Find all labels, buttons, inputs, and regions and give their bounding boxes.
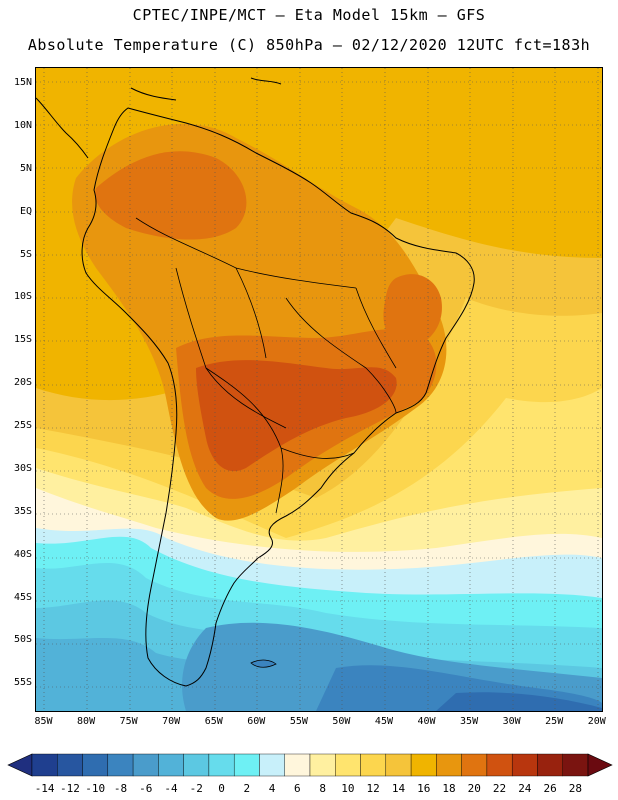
lat-label: 55S (13, 677, 32, 689)
lat-label: 40S (13, 548, 32, 560)
colorbar-swatch (57, 753, 83, 777)
colorbar-tick-label: -14 (34, 782, 55, 795)
colorbar-tick-label: 8 (319, 782, 326, 795)
colorbar-swatch (360, 753, 387, 777)
colorbar-tick-label: 14 (391, 782, 406, 795)
colorbar-swatch (436, 753, 462, 777)
colorbar-swatch (233, 753, 260, 777)
colorbar-tick-label: -4 (164, 782, 178, 795)
colorbar-swatch (107, 753, 134, 777)
field-22C-northeast (383, 274, 442, 349)
lon-label: 50W (332, 716, 351, 727)
colorbar-tick-label: 16 (417, 782, 431, 795)
colorbar-tick-label: 26 (543, 782, 557, 795)
colorbar-end-right (587, 753, 613, 777)
colorbar-tick-label: 6 (294, 782, 301, 795)
colorbar-swatch (158, 753, 184, 777)
colorbar-tick-label: 22 (492, 782, 507, 795)
lon-label: 30W (502, 716, 521, 727)
lon-label: 75W (119, 716, 138, 727)
map-title-line-2: Absolute Temperature (C) 850hPa – 02/12/… (27, 36, 591, 54)
lat-label: 15N (13, 77, 32, 89)
colorbar-swatch (208, 753, 235, 777)
map-title-line-1: CPTEC/INPE/MCT – Eta Model 15km – GFS (132, 6, 486, 24)
lat-label: 30S (13, 462, 32, 474)
temperature-map (35, 67, 603, 712)
colorbar-swatch (309, 753, 336, 777)
colorbar-swatch (284, 753, 311, 777)
lon-label: 35W (460, 716, 479, 727)
lon-label: 55W (289, 716, 308, 727)
lat-label: 25S (13, 420, 32, 432)
colorbar-swatch (537, 753, 563, 777)
colorbar-swatch (410, 753, 437, 777)
field-22C-north (95, 151, 247, 240)
colorbar-tick-label: 10 (341, 782, 355, 795)
south-america-coastline (81, 107, 475, 687)
colorbar-tick-label: -8 (113, 782, 128, 795)
colorbar-swatch (183, 753, 210, 777)
field-minus10C (436, 692, 602, 711)
colorbar-tick-label: 4 (268, 782, 276, 795)
colorbar-swatch (259, 753, 285, 777)
colorbar-swatch (562, 753, 589, 777)
lon-label: 65W (204, 716, 223, 727)
lon-label: 25W (545, 716, 564, 727)
lon-label: 85W (34, 716, 53, 727)
lat-label: 5S (19, 248, 32, 260)
colorbar-swatch (461, 753, 488, 777)
field-24C (196, 360, 397, 472)
colorbar-tick-label: 0 (218, 782, 225, 795)
colorbar-tick-label: -2 (189, 782, 203, 795)
colorbar-tick-label: 24 (518, 782, 532, 795)
colorbar-swatch (132, 753, 159, 777)
colorbar-tick-label: -10 (85, 782, 106, 795)
colorbar-swatch (511, 753, 538, 777)
colorbar-tick-label: 12 (366, 782, 380, 795)
lat-label: 20S (13, 377, 32, 389)
lon-label: 60W (247, 716, 266, 727)
colorbar-tick-label: 20 (467, 782, 481, 795)
colorbar-tick-label: -6 (139, 782, 153, 795)
colorbar-swatch (385, 753, 412, 777)
falkland-islands (250, 659, 277, 668)
colorbar-tick-label: 2 (243, 782, 251, 795)
lat-label: 10N (13, 120, 32, 131)
colorbar-swatch (335, 753, 361, 777)
lat-label: EQ (19, 205, 32, 217)
lon-label: 70W (162, 716, 181, 727)
lat-label: 10S (13, 291, 32, 303)
colorbar-swatch (486, 753, 513, 777)
lat-label: 50S (13, 634, 32, 646)
colorbar-swatch (82, 753, 109, 777)
colorbar-end-left (7, 753, 33, 777)
lon-label: 45W (374, 716, 393, 727)
lat-label: 15S (13, 334, 32, 346)
lat-label: 35S (13, 505, 32, 517)
lon-label: 80W (77, 716, 96, 727)
colorbar-swatch (31, 753, 58, 777)
map-canvas (36, 68, 602, 711)
lon-label: 20W (587, 716, 606, 727)
colorbar-tick-label: -12 (59, 782, 80, 795)
temperature-colorbar (7, 753, 613, 777)
lon-label: 40W (417, 716, 436, 727)
colorbar-tick-label: 28 (568, 782, 582, 795)
country-borders (135, 217, 397, 514)
colorbar-tick-label: 18 (442, 782, 456, 795)
lat-label: 45S (13, 591, 32, 603)
central-america-coastline (36, 77, 282, 159)
lat-label: 5N (19, 162, 32, 174)
